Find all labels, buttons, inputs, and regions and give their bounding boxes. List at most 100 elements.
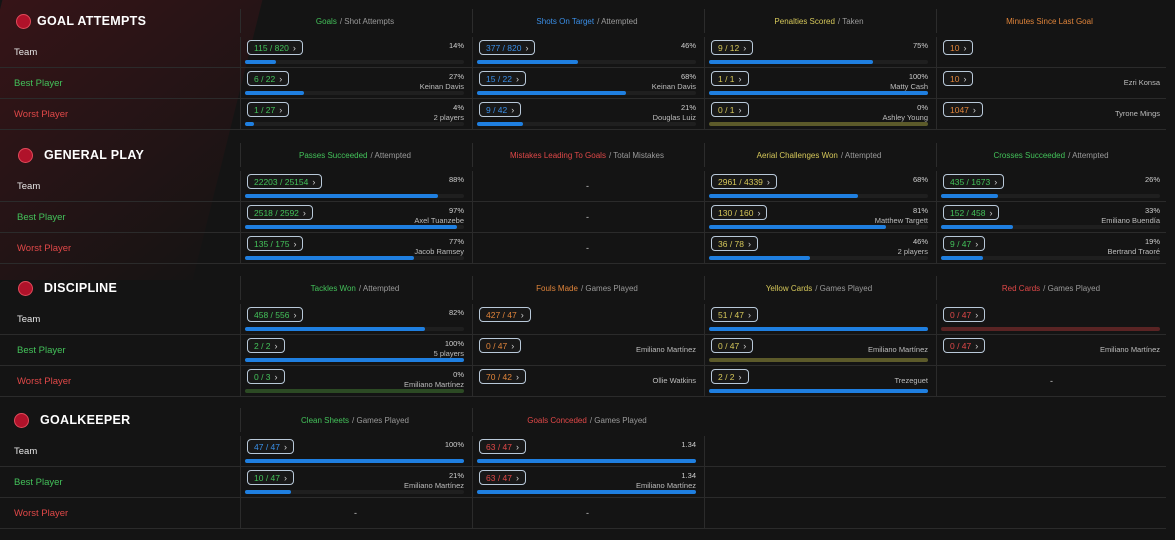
chevron-right-icon: › [738, 73, 742, 84]
stat-value-button[interactable]: 0 / 47 › [479, 338, 522, 353]
stat-value-button[interactable]: 36 / 78 › [711, 236, 758, 251]
stat-value-button[interactable]: 51 / 47 › [711, 307, 758, 322]
stat-value-button[interactable]: 1 / 27 › [247, 102, 290, 117]
stat-value-button[interactable]: 63 / 47 › [479, 439, 526, 454]
stat-ratio: 21% [680, 103, 696, 112]
stat-value-button[interactable]: 9 / 42 › [479, 102, 522, 117]
stat-ratio: 75% [912, 41, 928, 50]
stat-row-worst: Worst Player 0 / 3 › 0% Emiliano Martínez 70 … [0, 366, 1166, 397]
stat-value-button[interactable]: 6 / 22 › [247, 71, 290, 86]
stat-value-button[interactable]: 435 / 1673 › [943, 174, 1005, 189]
progress-track [709, 60, 928, 64]
stat-cell: 135 / 175 › 77% Jacob Ramsey [240, 233, 470, 263]
stat-value-button[interactable]: 15 / 22 › [479, 71, 526, 86]
column-header: Red Cards / Games Played [936, 272, 1166, 304]
stat-value-button[interactable]: 0 / 47 › [943, 307, 986, 322]
stat-ratio: 27% [448, 72, 464, 81]
stat-value: 15 / 22 [486, 73, 512, 84]
chevron-right-icon: › [766, 176, 770, 187]
stat-value-button[interactable]: 2961 / 4339 › [711, 174, 777, 189]
stat-cell: 63 / 47 › 1.34 Emiliano Martínez [472, 467, 702, 497]
stat-value-button[interactable]: 130 / 160 › [711, 205, 768, 220]
section-title: GOAL ATTEMPTS [37, 14, 147, 28]
stat-ratio: 14% [448, 41, 464, 50]
column-header-denominator: / Taken [837, 16, 864, 26]
progress-track [245, 490, 464, 494]
row-label-team: Team [14, 46, 38, 58]
chevron-right-icon: › [292, 42, 296, 53]
empty-value: - [586, 181, 589, 191]
stat-value-button[interactable]: 70 / 42 › [479, 369, 526, 384]
progress-track [709, 389, 928, 393]
stat-ratio: 0% [453, 370, 464, 379]
stat-value-button[interactable]: 152 / 458 › [943, 205, 1000, 220]
header-divider [472, 408, 473, 432]
stat-cell: 2 / 2 › 100% 5 players [240, 335, 470, 365]
stat-cell: 435 / 1673 › 26% [936, 171, 1166, 201]
stat-value: 10 [950, 73, 960, 84]
progress-track [709, 225, 928, 229]
section-header-goal-attempts: GOAL ATTEMPTS Goals / Shot Attempts Shots O… [0, 5, 1175, 37]
stat-ratio: 82% [448, 308, 464, 317]
stat-value-button[interactable]: 22203 / 25154 › [247, 174, 323, 189]
empty-value: - [1050, 376, 1053, 386]
player-name: Ezri Konsa [1123, 78, 1160, 87]
stat-value: 1 / 1 [718, 73, 735, 84]
stat-cell: 0 / 3 › 0% Emiliano Martínez [240, 366, 470, 396]
stat-value-button[interactable]: 47 / 47 › [247, 439, 294, 454]
chevron-right-icon: › [279, 104, 283, 115]
stat-ratio: 21% [448, 471, 464, 480]
progress-fill [709, 256, 810, 260]
stat-cell: - [472, 202, 702, 232]
stat-value: 36 / 78 [718, 238, 744, 249]
stat-value: 0 / 47 [486, 340, 508, 351]
progress-track [709, 194, 928, 198]
stat-value-button[interactable]: 10 › [943, 40, 974, 55]
stat-cell: - [472, 233, 702, 263]
stat-value-button[interactable]: 0 / 47 › [943, 338, 986, 353]
stat-value: 70 / 42 [486, 371, 512, 382]
stat-value: 22203 / 25154 [254, 176, 309, 187]
section-header-goalkeeper: GOALKEEPER Clean Sheets / Games Played Goal… [0, 404, 1175, 436]
chevron-right-icon: › [757, 207, 761, 218]
stat-value-button[interactable]: 2 / 2 › [247, 338, 285, 353]
stat-value-button[interactable]: 9 / 12 › [711, 40, 754, 55]
stat-value-button[interactable]: 63 / 47 › [479, 470, 526, 485]
stat-value-button[interactable]: 135 / 175 › [247, 236, 304, 251]
chevron-right-icon: › [279, 73, 283, 84]
stat-cell: 0 / 47 › Emiliano Martínez [704, 335, 934, 365]
chevron-right-icon: › [302, 207, 306, 218]
row-label-worst: Worst Player [14, 507, 69, 519]
row-label-team: Team [17, 180, 41, 192]
stat-value-button[interactable]: 0 / 3 › [247, 369, 285, 384]
column-header: Shots On Target / Attempted [472, 5, 702, 37]
stat-cell: 10 › Ezri Konsa [936, 68, 1166, 98]
stat-cell: 9 / 12 › 75% [704, 37, 934, 67]
stat-value-button[interactable]: 427 / 47 › [479, 307, 531, 322]
stat-value-button[interactable]: 115 / 820 › [247, 40, 303, 55]
section-header-discipline: DISCIPLINE Tackles Won / Attempted Fouls Ma… [0, 272, 1175, 304]
column-header-denominator: / Games Played [1043, 283, 1101, 293]
stat-value: 0 / 47 [950, 309, 972, 320]
header-divider [472, 9, 473, 33]
player-name: Emiliano Buendía [1101, 216, 1160, 225]
player-name: Matthew Targett [874, 216, 928, 225]
stat-value-button[interactable]: 1047 › [943, 102, 983, 117]
chevron-right-icon: › [274, 340, 278, 351]
stat-value-button[interactable]: 10 / 47 › [247, 470, 294, 485]
stat-value-button[interactable]: 1 / 1 › [711, 71, 749, 86]
stat-value-button[interactable]: 2 / 2 › [711, 369, 749, 384]
stat-value-button[interactable]: 0 / 47 › [711, 338, 754, 353]
stat-value-button[interactable]: 2518 / 2592 › [247, 205, 313, 220]
stat-value-button[interactable]: 10 › [943, 71, 974, 86]
stat-row-best: Best Player 2518 / 2592 › 97% Axel Tuanzebe -… [0, 202, 1166, 233]
progress-fill [941, 225, 1014, 229]
stat-value-button[interactable]: 458 / 556 › [247, 307, 304, 322]
stat-value-button[interactable]: 9 / 47 › [943, 236, 986, 251]
stat-value-button[interactable]: 377 / 820 › [479, 40, 536, 55]
row-label-team: Team [17, 313, 41, 325]
column-header-metric: Tackles Won [310, 283, 356, 293]
stat-ratio: 1.34 [681, 440, 696, 449]
stat-value-button[interactable]: 0 / 1 › [711, 102, 749, 117]
